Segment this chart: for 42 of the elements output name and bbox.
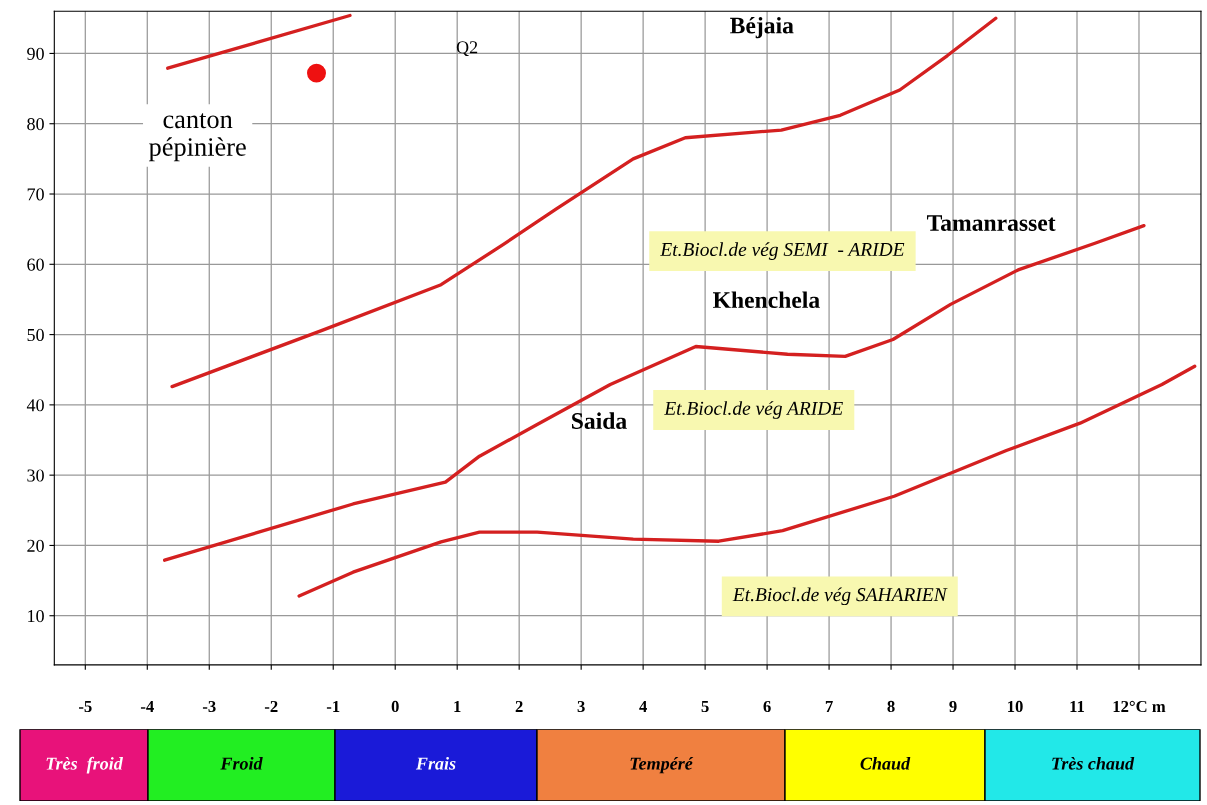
x-tick-label: -3: [202, 700, 216, 713]
annotation: canton pépinière: [148, 113, 246, 162]
category-label: Très froid: [46, 756, 123, 774]
category-label: Frais: [415, 756, 456, 770]
category-label: Tempéré: [630, 756, 694, 774]
annotation: Béjaia: [730, 16, 794, 39]
x-tick-label: 8: [887, 700, 895, 713]
x-tick-label: 6: [763, 700, 771, 713]
x-tick-label: 9: [949, 700, 957, 713]
y-tick-label: 70: [27, 188, 44, 201]
y-tick-label: 20: [27, 539, 44, 552]
x-tick-label: 4: [639, 700, 647, 712]
y-tick-label: 50: [27, 328, 44, 342]
annotation: Et.Biocl.de vég ARIDE: [664, 401, 843, 419]
x-tick-label: 11: [1070, 700, 1085, 712]
x-tick-label: 12°C m: [1113, 700, 1166, 713]
x-tick-label: 0: [391, 700, 399, 713]
x-tick-label: 10: [1008, 700, 1023, 713]
y-tick-label: 10: [28, 609, 44, 623]
annotation: Et.Biocl.de vég SEMI - ARIDE: [660, 242, 905, 260]
y-axis-title: Q2: [456, 41, 478, 57]
y-tick-label: 40: [26, 399, 44, 412]
y-tick-label: 80: [27, 117, 44, 131]
x-tick-label: -2: [264, 700, 278, 712]
y-tick-label: 30: [27, 469, 44, 482]
annotation: Et.Biocl.de vég SAHARIEN: [732, 587, 948, 606]
x-tick-label: 2: [515, 700, 523, 712]
category-label: Froid: [220, 756, 263, 770]
y-tick-label: 90: [27, 47, 44, 60]
y-tick-label: 60: [27, 258, 44, 271]
x-tick-label: -5: [78, 701, 92, 713]
annotation: Tamanrasset: [926, 215, 1056, 231]
category-label: Chaud: [860, 756, 911, 770]
annotation: Saida: [572, 412, 627, 429]
x-tick-label: -1: [326, 700, 340, 712]
x-tick-label: 3: [577, 700, 585, 713]
annotation: Khenchela: [713, 291, 820, 309]
category-label: Très chaud: [1052, 756, 1135, 770]
x-tick-label: 5: [701, 701, 709, 713]
x-tick-label: -4: [140, 700, 154, 712]
x-tick-label: 7: [825, 701, 833, 712]
x-tick-label: 1: [454, 700, 461, 712]
